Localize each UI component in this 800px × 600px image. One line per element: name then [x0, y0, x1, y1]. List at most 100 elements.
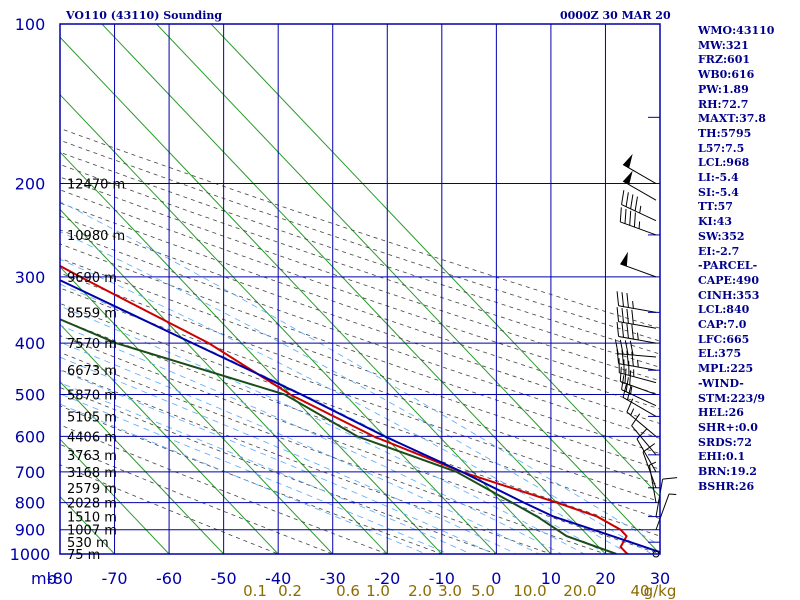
- dry-adiabat-line: [60, 151, 660, 355]
- index-entry: MW:321: [698, 38, 749, 52]
- index-entry: WB0:616: [698, 68, 755, 82]
- index-entry: WMO:43110: [698, 24, 775, 37]
- wind-barb-full: [629, 210, 632, 226]
- pressure-axis-labels: 100 200 300 400 500 600 700 800 900 1000: [10, 15, 51, 564]
- wind-barb-staff: [622, 180, 657, 201]
- isotherm-lines: [60, 24, 660, 554]
- wind-barb-half: [639, 205, 642, 214]
- wind-barb-half: [638, 221, 641, 229]
- wind-barb-full: [623, 359, 625, 375]
- isotherm-line: [210, 24, 660, 498]
- index-entry: EI:-2.7: [698, 244, 740, 258]
- temperature-tick-label: 30: [650, 569, 670, 588]
- pressure-label: 300: [15, 268, 46, 287]
- index-entry: MPL:225: [698, 362, 754, 376]
- wind-barb-full: [616, 291, 620, 306]
- wind-barb-staff: [622, 396, 657, 417]
- height-labels: 12470 m 10980 m 9690 m 8559 m 7570 m 6673 m 58…: [67, 178, 125, 563]
- height-label: 3763 m: [67, 449, 117, 464]
- index-entry: EL:375: [698, 347, 742, 361]
- pressure-label: 600: [15, 427, 46, 446]
- wind-barb-pennant: [620, 251, 628, 267]
- wind-barb-full: [621, 307, 624, 323]
- index-entry: CAP:7.0: [698, 318, 747, 332]
- wind-barb-full: [642, 443, 656, 453]
- wind-barb-full: [624, 340, 629, 355]
- moist-adiabat-line: [60, 283, 608, 554]
- wind-barb-full: [618, 358, 620, 373]
- temperature-tick-label: -80: [47, 569, 73, 588]
- isotherm-line: [101, 24, 607, 554]
- wind-barb-full: [633, 212, 636, 228]
- wind-barb-full: [621, 322, 624, 338]
- wind-barb: [636, 428, 657, 473]
- wind-barb-full: [619, 207, 622, 222]
- wind-barb: [621, 375, 657, 407]
- height-label: 1007 m: [67, 524, 117, 539]
- pressure-label: 700: [15, 463, 46, 482]
- wind-barb-pennant: [623, 170, 633, 185]
- wind-barb: [616, 291, 657, 313]
- dry-adiabat-line: [60, 139, 660, 342]
- pressure-label: 100: [15, 15, 46, 34]
- pressure-label: 800: [15, 494, 46, 513]
- mixing-ratio-labels: 0.1 0.2 0.6 1.0 2.0 3.0 5.0 10.0 20.0 40g/kg: [243, 582, 676, 600]
- temperature-tick-label: -30: [320, 569, 346, 588]
- index-entry: LFC:665: [698, 332, 750, 346]
- temperature-tick-label: -60: [156, 569, 182, 588]
- wind-barb: [616, 349, 657, 371]
- height-label: 5870 m: [67, 388, 117, 403]
- wind-barb-full: [621, 190, 625, 205]
- pressure-unit-label: mb: [31, 569, 57, 588]
- wind-barb: [620, 251, 657, 278]
- wind-barb-half: [630, 386, 633, 394]
- wind-barb-staff: [621, 204, 657, 222]
- index-entry: PW:1.89: [698, 82, 749, 96]
- wind-barb-full: [636, 428, 648, 440]
- index-entry: TT:57: [698, 200, 733, 214]
- wind-barb-staff: [621, 389, 657, 407]
- wind-barb-staff: [642, 451, 657, 488]
- index-entry: RH:72.7: [698, 97, 749, 111]
- wind-barb: [648, 461, 657, 503]
- pressure-label: 900: [15, 521, 46, 540]
- wind-barb-staff: [655, 493, 670, 530]
- index-entry: LCL:840: [698, 303, 750, 317]
- wind-barb-full: [628, 360, 630, 376]
- wind-barb-staff: [618, 336, 657, 344]
- mixing-ratio-label: 5.0: [471, 582, 495, 600]
- temperature-tick-label: -40: [265, 569, 291, 588]
- wind-barb-full: [626, 398, 634, 413]
- wind-barb-full: [625, 377, 629, 392]
- dry-adiabat-line: [60, 229, 660, 439]
- wind-barb-full: [616, 349, 620, 364]
- height-label: 2028 m: [67, 497, 117, 512]
- wind-barb-full: [621, 292, 624, 307]
- wind-barb: [626, 398, 657, 437]
- wind-barb-full: [626, 385, 632, 401]
- index-entry: HEL:26: [698, 406, 744, 420]
- isotherm-line: [60, 36, 552, 554]
- isotherm-line: [60, 93, 498, 554]
- wind-barbs: [614, 153, 678, 558]
- wind-barb-staff: [620, 263, 657, 278]
- height-label: 1510 m: [67, 511, 117, 526]
- isotherm-line: [155, 24, 660, 554]
- wind-barb: [619, 207, 657, 236]
- wind-barb: [622, 153, 657, 184]
- index-entry: BRN:19.2: [698, 465, 757, 479]
- moist-adiabat-line: [60, 356, 518, 554]
- wind-barb-full: [624, 368, 627, 384]
- dry-adiabat-lines: [60, 128, 660, 554]
- height-label: 12470 m: [67, 178, 125, 193]
- wind-barb: [642, 443, 657, 488]
- wind-barb-full: [626, 308, 629, 324]
- index-entry: BSHR:26: [698, 479, 755, 493]
- index-entry: KI:43: [698, 215, 733, 229]
- index-entry: STM:223/9: [698, 391, 765, 405]
- wind-barb-full: [626, 323, 629, 339]
- wind-barb-half: [637, 332, 639, 341]
- sounding-profiles: [60, 264, 660, 554]
- height-label: 2579 m: [67, 482, 117, 497]
